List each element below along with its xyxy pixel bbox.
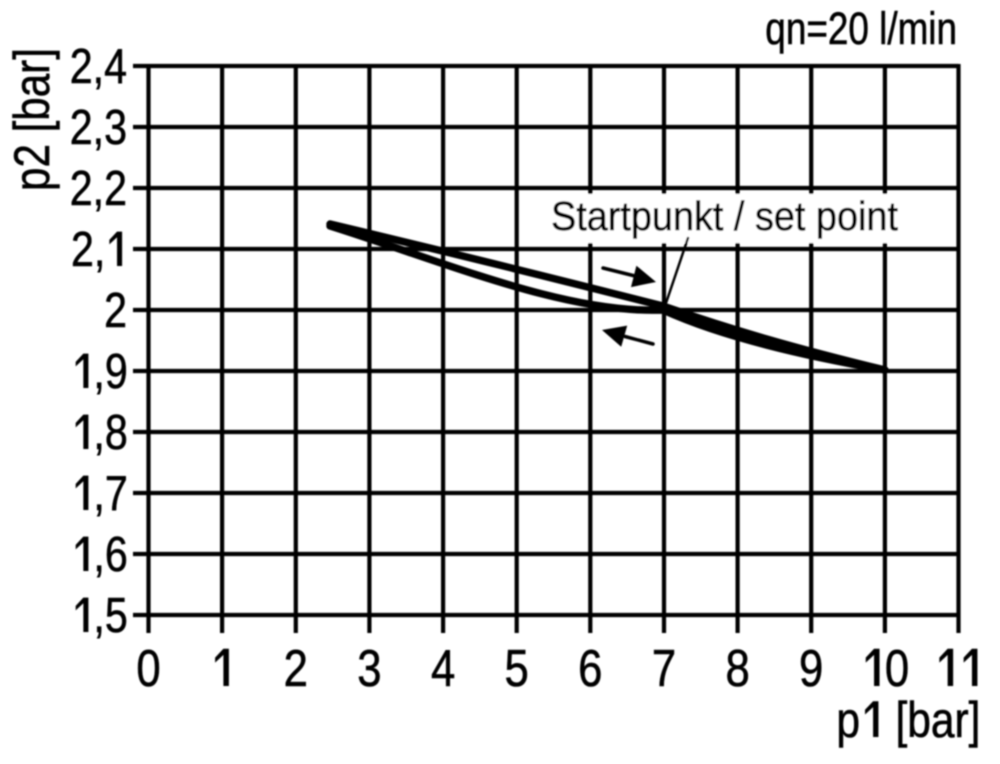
svg-text:4: 4: [431, 641, 455, 698]
svg-text:p: p: [836, 692, 860, 748]
svg-text:0: 0: [136, 641, 160, 698]
svg-text:,6: ,6: [93, 527, 127, 582]
svg-text:7: 7: [652, 641, 676, 698]
svg-text:Startpunkt / set point: Startpunkt / set point: [551, 194, 898, 240]
svg-text:p2 [bar]: p2 [bar]: [4, 48, 60, 191]
svg-text:5: 5: [505, 641, 529, 698]
svg-text:2,2: 2,2: [70, 161, 127, 216]
svg-text:6: 6: [578, 641, 602, 698]
svg-text:9: 9: [799, 641, 823, 698]
svg-text:,9: ,9: [93, 344, 127, 399]
svg-text:,7: ,7: [93, 466, 127, 521]
svg-text:,8: ,8: [93, 405, 127, 460]
svg-text:2,3: 2,3: [70, 100, 127, 155]
svg-text:2: 2: [284, 641, 308, 698]
svg-text:3: 3: [357, 641, 381, 698]
svg-text:,5: ,5: [93, 588, 127, 643]
svg-text:2: 2: [104, 283, 127, 338]
svg-text:0: 0: [885, 641, 909, 698]
svg-text:qn=20 l/min: qn=20 l/min: [765, 4, 957, 54]
svg-text:2,: 2,: [71, 222, 105, 277]
svg-text:8: 8: [725, 641, 749, 698]
svg-text:2,4: 2,4: [70, 39, 127, 94]
svg-text:[bar]: [bar]: [895, 692, 980, 748]
